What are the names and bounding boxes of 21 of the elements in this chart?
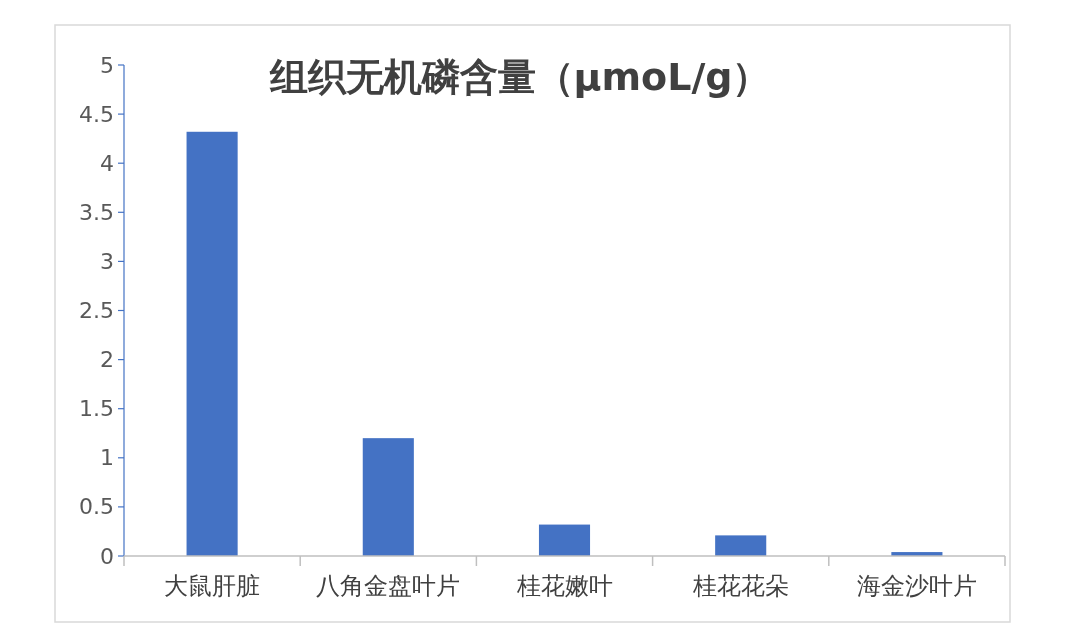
- chart-title: 组织无机磷含量（μmoL/g）: [268, 55, 771, 99]
- x-tick-label: 桂花嫩叶: [515, 572, 613, 600]
- x-tick-label: 八角金盘叶片: [316, 572, 461, 600]
- y-tick-label: 5: [100, 52, 114, 78]
- y-tick-label: 0: [100, 543, 114, 569]
- y-tick-label: 1.5: [79, 396, 114, 422]
- y-tick-label: 1: [100, 445, 114, 471]
- bar: [715, 535, 767, 556]
- y-tick-label: 2: [100, 347, 114, 373]
- y-tick-label: 0.5: [79, 494, 114, 520]
- y-tick-label: 3: [100, 248, 114, 274]
- bar: [362, 438, 414, 556]
- x-tick-label: 大鼠肝脏: [164, 572, 261, 600]
- y-tick-label: 3.5: [79, 199, 114, 225]
- y-tick-label: 4: [100, 150, 114, 176]
- y-tick-label: 2.5: [79, 298, 114, 323]
- bar: [538, 524, 591, 556]
- y-tick-label: 4.5: [79, 101, 114, 127]
- bar: [186, 131, 238, 556]
- x-tick-label: 桂花花朵: [691, 572, 789, 600]
- x-tick-label: 海金沙叶片: [856, 572, 977, 600]
